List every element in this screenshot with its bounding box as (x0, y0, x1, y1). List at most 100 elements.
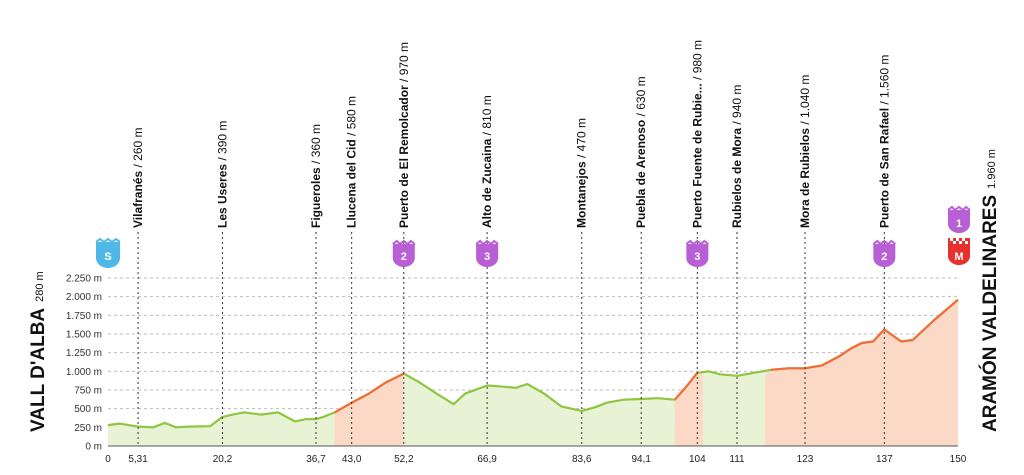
profile-area (107, 298, 959, 446)
waypoint-text: Puerto de El Remolcador / 970 m (397, 42, 411, 228)
waypoint-altitude: / 390 m (215, 121, 229, 164)
waypoint-text: Puebla de Arenoso / 630 m (634, 76, 648, 228)
waypoint-layer: Vilafranés / 260 m Les Useres / 390 m Figu… (131, 40, 896, 446)
waypoint-label: Vilafranés / 260 m (131, 127, 145, 228)
waypoint-text: Montanejos / 470 m (575, 118, 589, 228)
finish-goal-badge: M (948, 238, 970, 265)
climb-shading (674, 299, 703, 446)
y-tick-label: 1.750 m (66, 311, 102, 322)
category-badge (476, 244, 499, 267)
waypoint-text: Puerto Fuente de Rubie... / 980 m (690, 40, 704, 228)
waypoint-name: Les Useres (215, 164, 229, 228)
category-badge (873, 244, 896, 267)
waypoint-altitude: / 810 m (480, 95, 494, 138)
x-tick-label: 52,2 (394, 454, 414, 465)
profile-fill (108, 299, 958, 446)
waypoint-name: Puerto Fuente de Rubie... (690, 83, 704, 228)
y-tick-label: 0 m (85, 442, 102, 453)
x-tick-label: 83,6 (572, 454, 592, 465)
climb-shading (334, 299, 404, 446)
waypoint-name: Puebla de Arenoso (634, 120, 648, 228)
x-tick-label: 104 (689, 454, 706, 465)
finish-name: ARAMÓN VALDELINARES (979, 195, 1001, 432)
category-badge-text: 3 (694, 251, 700, 263)
x-tick-label: 137 (876, 454, 893, 465)
x-tick-label: 66,9 (477, 454, 497, 465)
waypoint-name: Llucena del Cid (345, 139, 359, 228)
waypoint-text: Rubielos de Mora / 940 m (730, 85, 744, 228)
waypoint-name: Puerto de San Rafael (877, 108, 891, 228)
start-name: VALL D'ALBA (28, 308, 49, 432)
profile-steep-line (673, 372, 699, 401)
waypoint-text: Mora de Rubielos / 1.040 m (798, 75, 812, 228)
category-badge-crown (475, 239, 499, 246)
waypoint-label: Llucena del Cid / 580 m (345, 96, 359, 228)
finish-cat-badge: 1 (947, 205, 971, 233)
finish-goal-text: M (954, 251, 963, 263)
profile-steep-line (334, 372, 405, 414)
waypoint-altitude: / 470 m (575, 118, 589, 161)
start-altitude: 280 m (34, 271, 46, 302)
x-tick-label: 43,0 (342, 454, 362, 465)
x-tick-label: 20,2 (213, 454, 233, 465)
waypoint-label: Montanejos / 470 m (575, 118, 589, 228)
category-badge-text: 2 (881, 251, 887, 263)
waypoint-text: Puerto de San Rafael / 1.560 m (877, 55, 891, 228)
waypoint-name: Puerto de El Remolcador (397, 85, 411, 228)
y-tick-label: 1.000 m (66, 367, 102, 378)
category-badge-crown (392, 239, 416, 246)
waypoint-name: Alto de Zucaina (480, 138, 494, 228)
waypoint-text: Llucena del Cid / 580 m (345, 96, 359, 228)
waypoint-altitude: / 940 m (730, 85, 744, 128)
waypoint-name: Figueroles (309, 167, 323, 228)
waypoint-altitude: / 980 m (690, 40, 704, 83)
waypoint-text: Figueroles / 360 m (309, 124, 323, 228)
category-badge-crown (685, 239, 709, 246)
x-tick-label: 36,7 (306, 454, 326, 465)
waypoint-name: Vilafranés (131, 171, 145, 228)
y-tick-label: 1.500 m (66, 330, 102, 341)
x-tick-label: 0 (105, 454, 111, 465)
x-tick-label: 5,31 (128, 454, 148, 465)
x-tick-label: 123 (797, 454, 814, 465)
category-badge-text: 2 (401, 251, 407, 263)
category-badge (392, 244, 415, 267)
waypoint-altitude: / 580 m (345, 96, 359, 139)
y-tick-label: 1.250 m (66, 348, 102, 359)
waypoint-altitude: / 630 m (634, 76, 648, 119)
waypoint-label: Rubielos de Mora / 940 m (730, 85, 744, 228)
start-badge-text: S (104, 251, 111, 263)
waypoint-label: Puerto de San Rafael / 1.560 m (877, 55, 891, 228)
waypoint-label: Les Useres / 390 m (215, 121, 229, 228)
waypoint-label: Figueroles / 360 m (309, 124, 323, 228)
waypoint-name: Montanejos (575, 161, 589, 228)
waypoint-text: Alto de Zucaina / 810 m (480, 95, 494, 228)
waypoint-label: Puerto Fuente de Rubie... / 980 m (690, 40, 704, 228)
finish-altitude: 1.960 m (986, 149, 998, 189)
y-tick-label: 500 m (74, 404, 102, 415)
y-tick-label: 250 m (74, 423, 102, 434)
y-tick-label: 750 m (74, 386, 102, 397)
y-tick-label: 2.000 m (66, 292, 102, 303)
waypoint-label: Puerto de El Remolcador / 970 m (397, 42, 411, 228)
waypoint-name: Rubielos de Mora (730, 128, 744, 228)
waypoint-label: Puebla de Arenoso / 630 m (634, 76, 648, 228)
x-tick-label: 150 (950, 454, 967, 465)
category-badge (686, 244, 709, 267)
axis-layer: 0 m 250 m 500 m 750 m 1.000 m 1.250 m 1.500 m 1… (66, 274, 967, 466)
waypoint-altitude: / 1.040 m (798, 75, 812, 128)
finish-label: ARAMÓN VALDELINARES 1.960 m (979, 149, 1001, 432)
waypoint-label: Alto de Zucaina / 810 m (480, 95, 494, 228)
waypoint-altitude: / 1.560 m (877, 55, 891, 108)
waypoint-altitude: / 260 m (131, 127, 145, 170)
waypoint-text: Vilafranés / 260 m (131, 127, 145, 228)
finish-cat-text: 1 (956, 218, 962, 230)
category-badge-text: 3 (484, 251, 490, 263)
start-label: VALL D'ALBA 280 m (28, 271, 49, 432)
category-badge-crown (872, 239, 896, 246)
waypoint-name: Mora de Rubielos (798, 128, 812, 228)
y-tick-label: 2.250 m (66, 274, 102, 285)
x-tick-label: 111 (729, 454, 745, 465)
